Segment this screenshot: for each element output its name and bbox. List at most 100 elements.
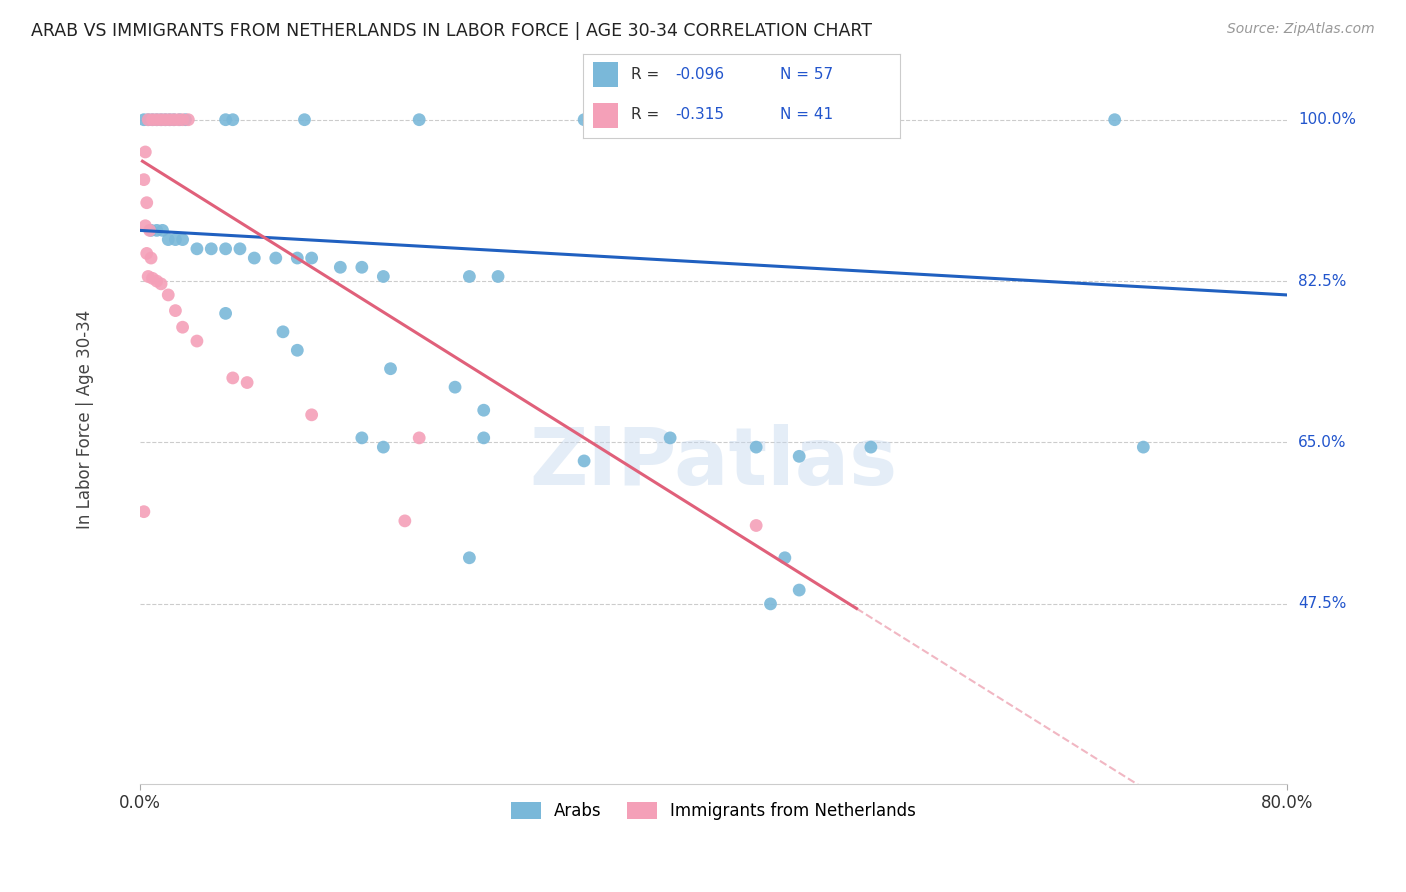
- Point: [155, 112, 177, 127]
- Point: [350, 431, 373, 445]
- Point: [141, 112, 163, 127]
- Point: [163, 112, 186, 127]
- Point: [157, 288, 180, 302]
- Text: ZIPatlas: ZIPatlas: [529, 425, 897, 502]
- Point: [787, 582, 810, 597]
- Point: [172, 320, 194, 334]
- Point: [222, 112, 245, 127]
- Text: 100.0%: 100.0%: [1298, 112, 1355, 128]
- Point: [150, 277, 173, 291]
- Point: [132, 172, 155, 186]
- Point: [139, 223, 162, 237]
- Bar: [593, 103, 619, 128]
- Point: [373, 269, 395, 284]
- Point: [350, 260, 373, 275]
- Point: [132, 112, 155, 127]
- Point: [150, 112, 173, 127]
- Legend: Arabs, Immigrants from Netherlands: Arabs, Immigrants from Netherlands: [503, 795, 922, 826]
- Point: [745, 518, 768, 533]
- Point: [301, 251, 323, 265]
- Point: [214, 242, 236, 256]
- Point: [146, 274, 169, 288]
- Point: [472, 403, 495, 417]
- Point: [572, 454, 595, 468]
- Point: [472, 431, 495, 445]
- Point: [132, 505, 155, 519]
- Point: [214, 112, 236, 127]
- Text: R =: R =: [631, 107, 664, 122]
- Point: [136, 269, 159, 284]
- Point: [159, 112, 181, 127]
- Point: [136, 112, 159, 127]
- Point: [141, 112, 163, 127]
- Text: N = 41: N = 41: [779, 107, 832, 122]
- Point: [301, 408, 323, 422]
- Point: [285, 343, 308, 358]
- Point: [146, 112, 169, 127]
- Point: [141, 271, 163, 285]
- Point: [159, 112, 181, 127]
- Point: [186, 242, 208, 256]
- Point: [172, 233, 194, 247]
- Point: [373, 440, 395, 454]
- Point: [200, 242, 222, 256]
- Point: [859, 440, 882, 454]
- Text: In Labor Force | Age 30-34: In Labor Force | Age 30-34: [76, 310, 94, 529]
- Text: -0.096: -0.096: [675, 67, 724, 82]
- Point: [572, 112, 595, 127]
- Text: N = 57: N = 57: [779, 67, 832, 82]
- Text: 65.0%: 65.0%: [1298, 435, 1347, 450]
- Point: [486, 269, 509, 284]
- Point: [155, 112, 177, 127]
- Point: [1104, 112, 1126, 127]
- Point: [163, 112, 186, 127]
- Text: R =: R =: [631, 67, 664, 82]
- Point: [394, 514, 416, 528]
- Point: [458, 269, 481, 284]
- Point: [172, 112, 194, 127]
- Point: [236, 376, 259, 390]
- Point: [139, 251, 162, 265]
- Point: [157, 233, 180, 247]
- Point: [243, 251, 266, 265]
- Point: [135, 195, 157, 210]
- Point: [152, 223, 174, 237]
- Point: [444, 380, 467, 394]
- Point: [138, 223, 160, 237]
- Text: ARAB VS IMMIGRANTS FROM NETHERLANDS IN LABOR FORCE | AGE 30-34 CORRELATION CHART: ARAB VS IMMIGRANTS FROM NETHERLANDS IN L…: [31, 22, 872, 40]
- Point: [271, 325, 294, 339]
- Point: [186, 334, 208, 348]
- Point: [146, 223, 169, 237]
- Text: -0.315: -0.315: [675, 107, 724, 122]
- Point: [135, 246, 157, 260]
- Point: [214, 306, 236, 320]
- Point: [408, 431, 430, 445]
- Point: [146, 112, 169, 127]
- Point: [134, 145, 156, 159]
- Point: [264, 251, 287, 265]
- Point: [773, 550, 796, 565]
- Point: [150, 112, 173, 127]
- Point: [165, 303, 187, 318]
- Text: 82.5%: 82.5%: [1298, 274, 1346, 289]
- Point: [174, 112, 197, 127]
- Point: [222, 371, 245, 385]
- Point: [169, 112, 191, 127]
- Point: [745, 440, 768, 454]
- Point: [229, 242, 252, 256]
- Point: [329, 260, 352, 275]
- Point: [1132, 440, 1154, 454]
- Point: [136, 112, 159, 127]
- Point: [458, 550, 481, 565]
- Point: [759, 597, 782, 611]
- Point: [177, 112, 200, 127]
- Point: [294, 112, 316, 127]
- Text: Source: ZipAtlas.com: Source: ZipAtlas.com: [1227, 22, 1375, 37]
- Point: [167, 112, 190, 127]
- Text: 47.5%: 47.5%: [1298, 597, 1346, 611]
- Point: [408, 112, 430, 127]
- Point: [285, 251, 308, 265]
- Point: [165, 233, 187, 247]
- Point: [787, 450, 810, 464]
- Point: [659, 431, 682, 445]
